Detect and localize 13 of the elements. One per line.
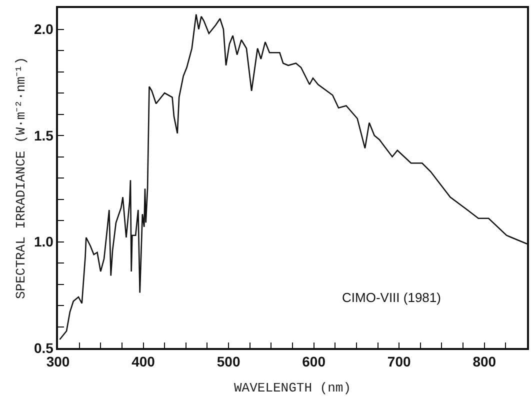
x-tick-label: 300 xyxy=(46,354,70,370)
y-tick-label: 2.0 xyxy=(34,21,54,38)
x-tick-label: 400 xyxy=(132,354,156,370)
x-tick-label: 500 xyxy=(216,354,240,370)
annotation: CIMO-VIII (1981) xyxy=(342,290,441,305)
y-tick-label: 1.5 xyxy=(34,127,54,144)
y-axis-title: SPECTRAL IRRADIANCE (W·m⁻²·nm⁻¹) xyxy=(13,56,28,300)
y-tick-label: 1.0 xyxy=(34,234,54,250)
x-tick-label: 600 xyxy=(302,354,326,370)
y-tick-label: 0.5 xyxy=(34,340,54,356)
x-axis-title: WAVELENGTH (nm) xyxy=(234,380,352,396)
x-tick-label: 800 xyxy=(472,354,496,370)
x-tick-label: 700 xyxy=(387,354,411,370)
